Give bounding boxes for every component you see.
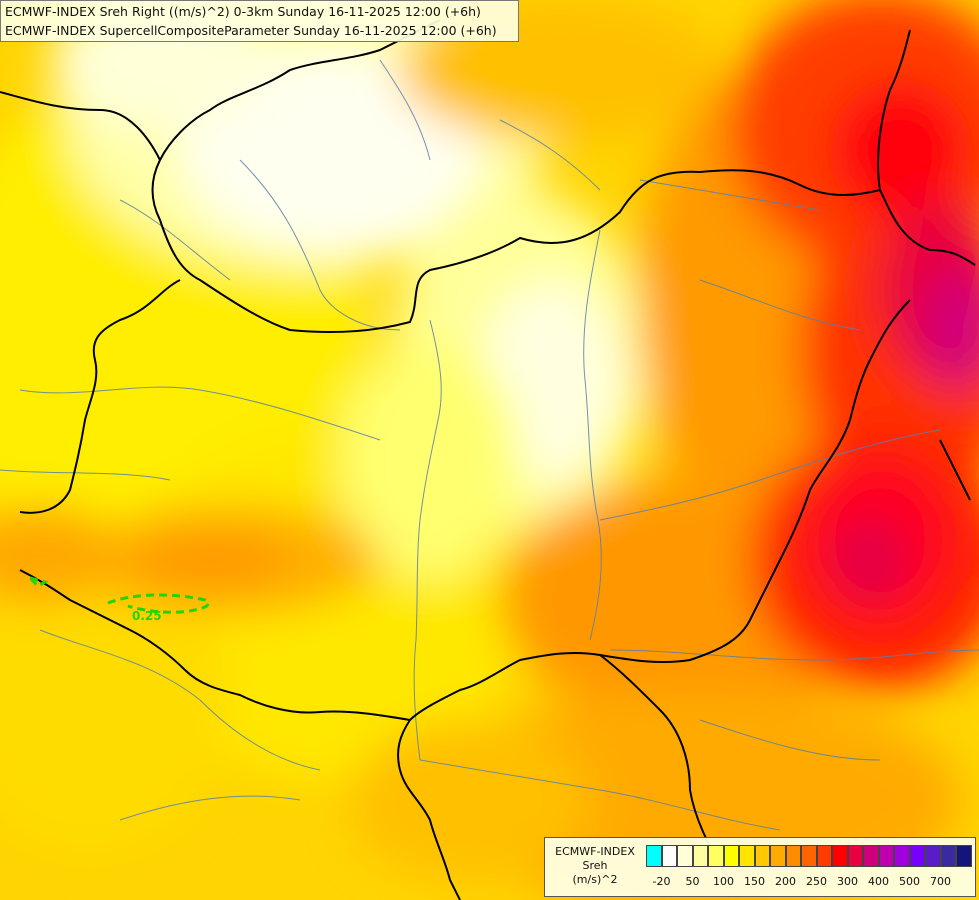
- legend-tick-label: 250: [806, 875, 827, 888]
- river-network: [0, 59, 979, 831]
- legend-swatch: [847, 845, 863, 867]
- legend-tick-label: 50: [685, 875, 700, 888]
- legend-tick-label: 400: [868, 875, 889, 888]
- legend-swatch: [646, 845, 662, 867]
- legend-swatch: [708, 845, 724, 867]
- legend-tick-label: 100: [713, 875, 734, 888]
- title-line-1: ECMWF-INDEX Sreh Right ((m/s)^2) 0-3km S…: [5, 4, 481, 19]
- legend-swatch: [894, 845, 910, 867]
- legend-swatch: [785, 845, 801, 867]
- legend-swatch: [940, 845, 956, 867]
- legend-source: ECMWF-INDEX: [555, 845, 635, 858]
- legend-unit: (m/s)^2: [572, 873, 618, 886]
- legend-tick-label: 700: [930, 875, 951, 888]
- country-borders: [0, 19, 976, 900]
- legend-swatch: [661, 845, 677, 867]
- contour-label: 0.25: [132, 609, 162, 623]
- legend-tick-label: 300: [837, 875, 858, 888]
- legend-variable: Sreh: [582, 859, 608, 872]
- legend-swatch: [909, 845, 925, 867]
- legend-tick-label: 150: [744, 875, 765, 888]
- legend-swatch: [754, 845, 770, 867]
- title-line-2: ECMWF-INDEX SupercellCompositeParameter …: [5, 23, 497, 38]
- legend-tick-label: -20: [652, 875, 671, 888]
- legend-swatch: [878, 845, 894, 867]
- legend-swatch: [925, 845, 941, 867]
- legend-tick-label: 200: [775, 875, 796, 888]
- color-legend: ECMWF-INDEX Sreh (m/s)^2 -20 50 100 150 200 2…: [544, 837, 976, 897]
- legend-swatch: [832, 845, 848, 867]
- legend-swatch: [801, 845, 817, 867]
- legend-swatch: [677, 845, 693, 867]
- legend-tick-label: 500: [899, 875, 920, 888]
- legend-swatch: [863, 845, 879, 867]
- legend-label: ECMWF-INDEX Sreh (m/s)^2: [547, 845, 643, 887]
- legend-swatch: [956, 845, 972, 867]
- legend-swatch: [816, 845, 832, 867]
- legend-swatch: [739, 845, 755, 867]
- legend-swatch: [692, 845, 708, 867]
- legend-swatch: [723, 845, 739, 867]
- scp-contour: 0.25: [24, 575, 210, 623]
- legend-swatch: [770, 845, 786, 867]
- map-title-box: ECMWF-INDEX Sreh Right ((m/s)^2) 0-3km S…: [0, 0, 519, 42]
